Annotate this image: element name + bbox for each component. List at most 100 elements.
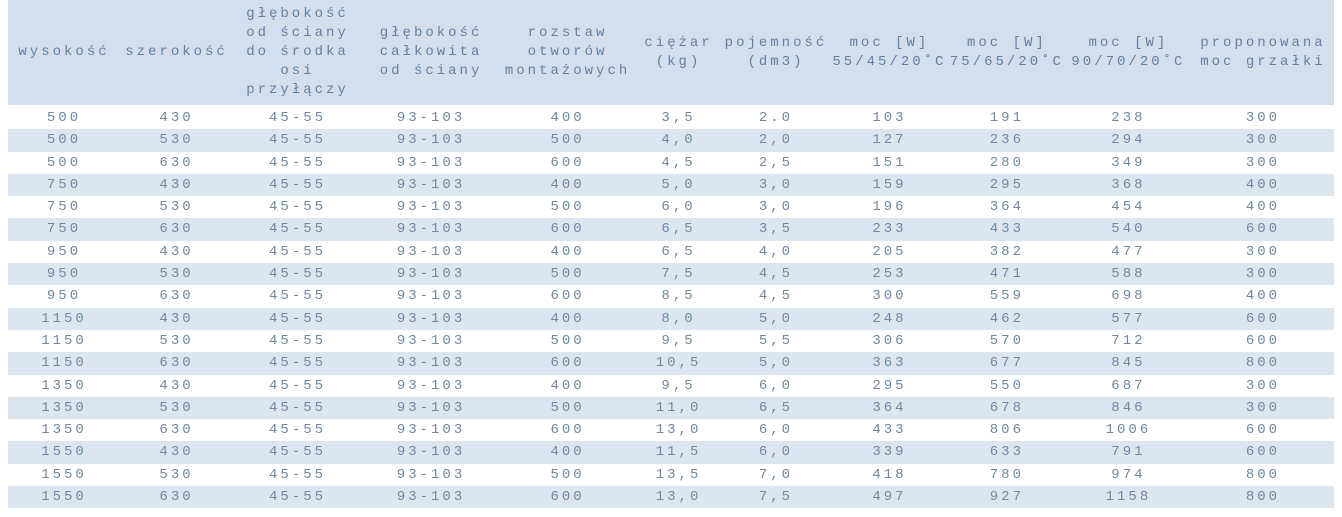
cell-moc-90-70-20: 791 (1111, 444, 1146, 461)
cell-moc-75-65-20: 236 (989, 132, 1024, 149)
cell-glebokosc-calkowita: 93-103 (396, 422, 466, 439)
cell-wysokosc: 1150 (41, 310, 87, 327)
cell-moc-grzalki: 400 (1245, 199, 1281, 216)
cell-ciezar: 10,5 (655, 355, 702, 372)
cell-wysokosc: 1550 (41, 466, 87, 483)
cell-moc-75-65-20: 550 (989, 377, 1024, 394)
table-row: 1350 630 45-55 93-103 600 13,0 6,0 433 806 1006 60… (8, 419, 1334, 442)
cell-pojemnosc: 6,5 (758, 399, 794, 416)
cell-wysokosc: 500 (46, 154, 82, 171)
cell-rozstaw-otworow: 400 (550, 444, 585, 461)
cell-moc-55-45-20: 127 (872, 132, 907, 149)
cell-moc-75-65-20: 633 (989, 444, 1024, 461)
cell-moc-grzalki: 600 (1245, 332, 1281, 349)
cell-moc-75-65-20: 559 (989, 288, 1024, 305)
table-row: 1150 430 45-55 93-103 400 8,0 5,0 248 462 577 600 (8, 307, 1334, 330)
cell-moc-55-45-20: 364 (872, 399, 907, 416)
cell-ciezar: 13,0 (655, 489, 702, 506)
cell-moc-90-70-20: 540 (1111, 221, 1146, 238)
cell-glebokosc-calkowita: 93-103 (396, 310, 466, 327)
cell-glebokosc-calkowita: 93-103 (396, 355, 466, 372)
cell-moc-55-45-20: 418 (872, 466, 907, 483)
cell-glebokosc-do-osi: 45-55 (269, 377, 327, 394)
cell-wysokosc: 950 (46, 266, 82, 283)
cell-szerokosc: 530 (159, 466, 194, 483)
cell-ciezar: 11,5 (655, 444, 702, 461)
cell-glebokosc-calkowita: 93-103 (396, 288, 466, 305)
cell-ciezar: 6,0 (661, 199, 696, 216)
table-row: 1350 430 45-55 93-103 400 9,5 6,0 295 550 687 300 (8, 374, 1334, 397)
cell-wysokosc: 500 (46, 110, 82, 126)
cell-moc-75-65-20: 433 (989, 221, 1024, 238)
cell-moc-75-65-20: 780 (989, 466, 1024, 483)
cell-glebokosc-do-osi: 45-55 (269, 355, 327, 372)
cell-moc-90-70-20: 349 (1111, 154, 1146, 171)
cell-ciezar: 7,5 (661, 266, 696, 283)
cell-rozstaw-otworow: 400 (550, 243, 585, 260)
cell-glebokosc-do-osi: 45-55 (269, 489, 327, 506)
cell-wysokosc: 1350 (41, 422, 87, 439)
cell-moc-55-45-20: 159 (872, 176, 907, 193)
cell-moc-90-70-20: 368 (1111, 176, 1146, 193)
cell-ciezar: 8,0 (661, 310, 696, 327)
cell-rozstaw-otworow: 600 (550, 288, 585, 305)
cell-glebokosc-do-osi: 45-55 (269, 422, 327, 439)
cell-glebokosc-do-osi: 45-55 (269, 199, 327, 216)
cell-glebokosc-do-osi: 45-55 (269, 399, 327, 416)
cell-ciezar: 4,5 (661, 154, 696, 171)
cell-rozstaw-otworow: 500 (550, 399, 585, 416)
cell-glebokosc-calkowita: 93-103 (396, 154, 466, 171)
cell-glebokosc-calkowita: 93-103 (396, 332, 466, 349)
cell-rozstaw-otworow: 400 (550, 176, 585, 193)
column-header-rozstaw-otworow: rozstaw otworów montażowych (500, 0, 636, 107)
cell-glebokosc-do-osi: 45-55 (269, 444, 327, 461)
cell-wysokosc: 1550 (41, 489, 87, 506)
cell-ciezar: 5,0 (661, 176, 696, 193)
cell-moc-75-65-20: 570 (989, 332, 1024, 349)
cell-rozstaw-otworow: 400 (550, 310, 585, 327)
cell-glebokosc-calkowita: 93-103 (396, 199, 466, 216)
column-header-szerokosc: szerokość (120, 0, 234, 107)
cell-moc-75-65-20: 382 (989, 243, 1024, 260)
cell-moc-90-70-20: 454 (1111, 199, 1146, 216)
table-row: 1350 530 45-55 93-103 500 11,0 6,5 364 678 846 300 (8, 396, 1334, 420)
cell-pojemnosc: 6,0 (758, 377, 794, 394)
cell-ciezar: 6,5 (661, 243, 696, 260)
cell-pojemnosc: 2.0 (758, 110, 794, 126)
cell-wysokosc: 1350 (41, 377, 87, 394)
cell-moc-75-65-20: 678 (989, 399, 1024, 416)
column-header-glebokosc-calkowita: głębokość całkowita od ściany (362, 0, 501, 107)
cell-moc-55-45-20: 253 (872, 266, 907, 283)
cell-moc-90-70-20: 577 (1111, 310, 1146, 327)
cell-moc-55-45-20: 306 (872, 332, 907, 349)
cell-glebokosc-calkowita: 93-103 (396, 466, 466, 483)
cell-moc-grzalki: 600 (1245, 221, 1281, 238)
cell-moc-grzalki: 300 (1245, 399, 1281, 416)
table-row: 500 630 45-55 93-103 600 4,5 2,5 151 280 349 300 (8, 151, 1334, 174)
header-row: wysokość szerokość głębokość od ściany do śr… (8, 0, 1334, 107)
cell-pojemnosc: 6,0 (758, 444, 794, 461)
cell-moc-grzalki: 300 (1245, 110, 1281, 126)
cell-moc-75-65-20: 806 (989, 422, 1024, 439)
cell-szerokosc: 630 (159, 288, 194, 305)
cell-moc-90-70-20: 1158 (1105, 489, 1152, 506)
cell-ciezar: 3,5 (661, 110, 696, 126)
cell-moc-grzalki: 800 (1245, 355, 1281, 372)
cell-moc-75-65-20: 280 (989, 154, 1024, 171)
cell-glebokosc-do-osi: 45-55 (269, 266, 327, 283)
cell-rozstaw-otworow: 500 (550, 199, 585, 216)
cell-ciezar: 13,5 (655, 466, 702, 483)
cell-wysokosc: 950 (46, 288, 82, 305)
column-header-moc-55-45-20: moc [W] 55/45/20˚C (829, 0, 949, 107)
cell-wysokosc: 1350 (41, 399, 87, 416)
cell-szerokosc: 530 (159, 332, 194, 349)
cell-moc-75-65-20: 471 (989, 266, 1024, 283)
cell-moc-90-70-20: 588 (1111, 266, 1146, 283)
cell-moc-90-70-20: 712 (1111, 332, 1146, 349)
cell-moc-90-70-20: 687 (1111, 377, 1146, 394)
cell-ciezar: 9,5 (661, 332, 696, 349)
cell-szerokosc: 430 (159, 444, 194, 461)
cell-pojemnosc: 4,0 (758, 243, 794, 260)
cell-szerokosc: 530 (159, 199, 194, 216)
